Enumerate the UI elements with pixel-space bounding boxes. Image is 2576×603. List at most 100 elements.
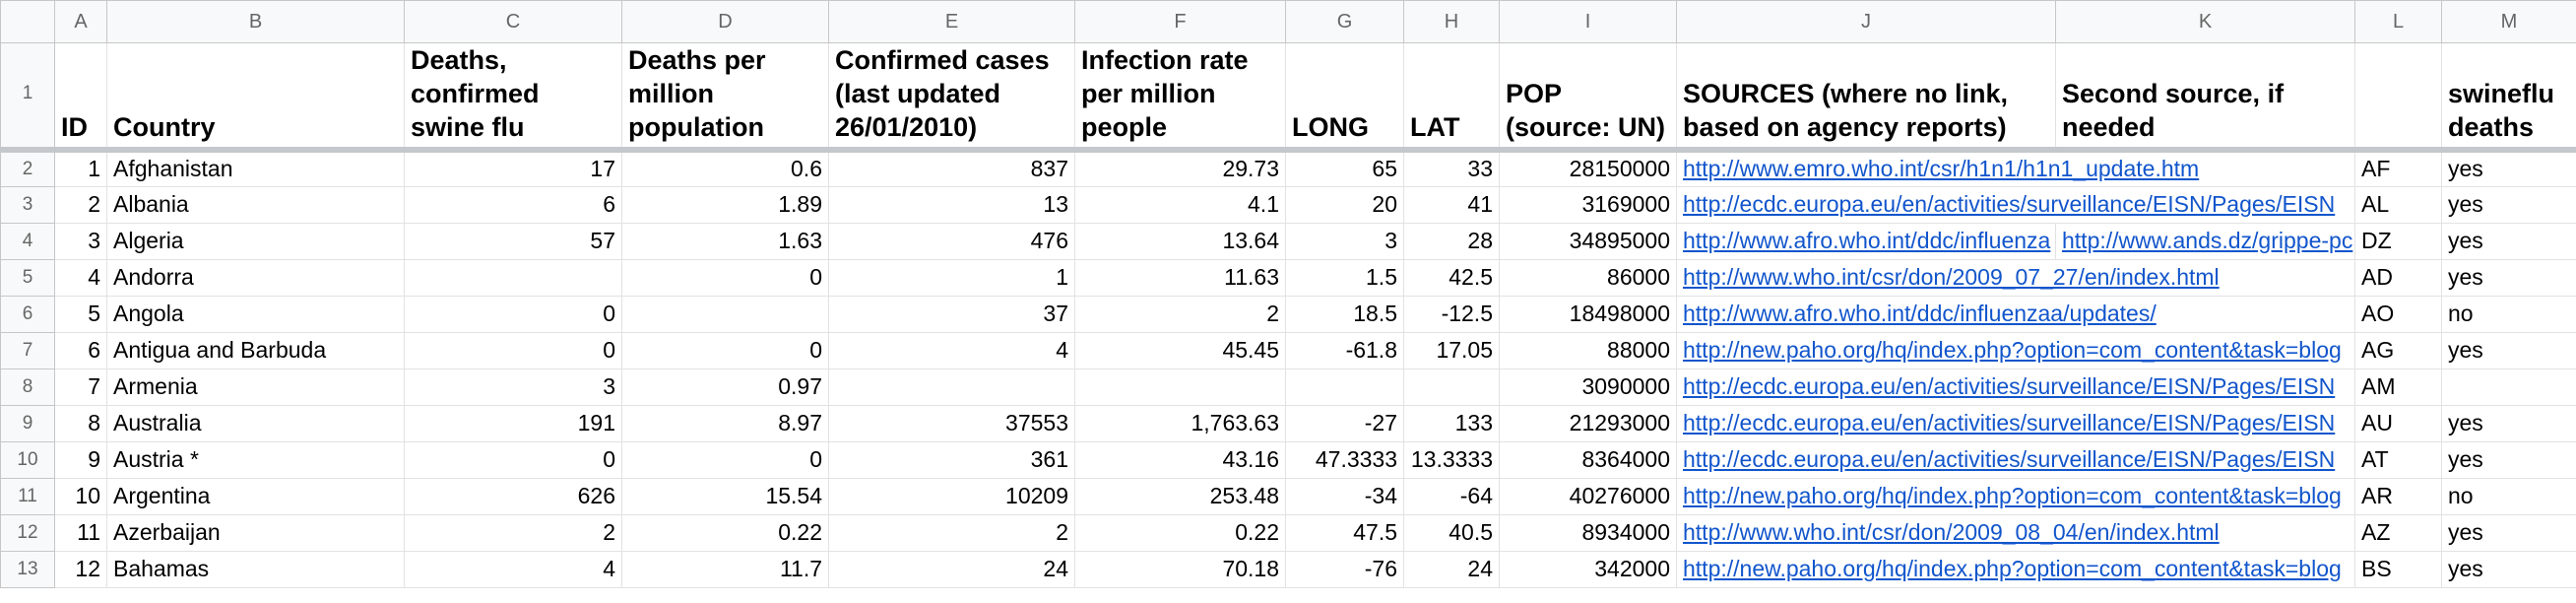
link[interactable]: http://new.paho.org/hq/index.php?option=… [1683,556,2342,581]
cell[interactable]: 47.3333 [1285,440,1404,479]
cell[interactable]: 3 [404,368,622,406]
cell[interactable]: AO [2354,295,2442,333]
cell[interactable]: 13.64 [1074,222,1286,260]
cell[interactable]: 1,763.63 [1074,404,1286,442]
cell[interactable]: AR [2354,477,2442,515]
column-letter[interactable]: L [2354,0,2442,43]
cell[interactable]: 24 [828,550,1075,588]
cell[interactable]: AM [2354,368,2442,406]
cell[interactable]: 4 [404,550,622,588]
header-cell[interactable]: LONG [1285,42,1404,153]
link[interactable]: http://www.emro.who.int/csr/h1n1/h1n1_up… [1683,156,2200,182]
cell[interactable]: -76 [1285,550,1404,588]
cell[interactable]: 0.22 [1074,513,1286,552]
cell[interactable]: 2 [1074,295,1286,333]
cell[interactable]: 8934000 [1499,513,1677,552]
cell[interactable]: Australia [106,404,405,442]
cell[interactable]: -61.8 [1285,331,1404,369]
row-number[interactable]: 3 [0,185,55,224]
cell[interactable]: 0.6 [621,149,829,187]
column-letter[interactable]: M [2441,0,2576,43]
header-cell[interactable]: Deaths per million population [621,42,829,153]
column-letter[interactable]: K [2055,0,2355,43]
header-cell[interactable]: ID [54,42,107,153]
cell[interactable] [828,368,1075,406]
header-cell[interactable]: Second source, if needed [2055,42,2355,153]
cell[interactable]: 6 [54,331,107,369]
header-cell[interactable]: LAT [1403,42,1500,153]
link-cell[interactable]: http://ecdc.europa.eu/en/activities/surv… [1676,440,2355,479]
cell[interactable]: 10 [54,477,107,515]
cell[interactable]: 18498000 [1499,295,1677,333]
link-cell[interactable]: http://www.afro.who.int/ddc/influenza [1676,222,2056,260]
cell[interactable]: 42.5 [1403,258,1500,297]
cell[interactable]: 626 [404,477,622,515]
header-cell[interactable]: Confirmed cases (last updated 26/01/2010… [828,42,1075,153]
cell[interactable]: 15.54 [621,477,829,515]
cell[interactable]: DZ [2354,222,2442,260]
cell[interactable]: 41 [1403,185,1500,224]
column-letter[interactable]: D [621,0,829,43]
cell[interactable]: 11 [54,513,107,552]
cell[interactable]: Armenia [106,368,405,406]
cell[interactable]: AF [2354,149,2442,187]
cell[interactable]: BS [2354,550,2442,588]
cell[interactable]: -27 [1285,404,1404,442]
link-cell[interactable]: http://new.paho.org/hq/index.php?option=… [1676,331,2355,369]
cell[interactable]: 0 [404,440,622,479]
cell[interactable]: 21293000 [1499,404,1677,442]
cell[interactable]: 0 [404,331,622,369]
row-number[interactable]: 5 [0,258,55,297]
cell[interactable]: 1.5 [1285,258,1404,297]
cell[interactable]: AL [2354,185,2442,224]
header-cell[interactable]: Deaths, confirmed swine flu [404,42,622,153]
cell[interactable]: 3 [54,222,107,260]
cell[interactable]: 12 [54,550,107,588]
cell[interactable]: Andorra [106,258,405,297]
link-cell[interactable]: http://ecdc.europa.eu/en/activities/surv… [1676,185,2355,224]
cell[interactable]: Azerbaijan [106,513,405,552]
link-cell[interactable]: http://www.who.int/csr/don/2009_07_27/en… [1676,258,2355,297]
cell[interactable]: yes [2441,550,2576,588]
cell[interactable] [621,295,829,333]
link[interactable]: http://www.who.int/csr/don/2009_08_04/en… [1683,519,2220,545]
column-letter[interactable]: G [1285,0,1404,43]
cell[interactable]: 9 [54,440,107,479]
column-letter[interactable]: E [828,0,1075,43]
header-cell[interactable] [2354,42,2442,153]
row-number[interactable]: 13 [0,550,55,588]
link-cell[interactable]: http://ecdc.europa.eu/en/activities/surv… [1676,368,2355,406]
cell[interactable]: 57 [404,222,622,260]
cell[interactable]: 0 [621,440,829,479]
cell[interactable]: 11.7 [621,550,829,588]
row-number[interactable]: 4 [0,222,55,260]
link[interactable]: http://ecdc.europa.eu/en/activities/surv… [1683,410,2336,436]
cell[interactable]: 45.45 [1074,331,1286,369]
cell[interactable]: 253.48 [1074,477,1286,515]
cell[interactable]: Angola [106,295,405,333]
cell[interactable]: 2 [404,513,622,552]
cell[interactable]: 0 [621,331,829,369]
cell[interactable]: 8 [54,404,107,442]
header-cell[interactable]: Infection rate per million people [1074,42,1286,153]
cell[interactable]: 43.16 [1074,440,1286,479]
cell[interactable]: yes [2441,258,2576,297]
cell[interactable]: 133 [1403,404,1500,442]
header-cell[interactable]: POP (source: UN) [1499,42,1677,153]
cell[interactable]: Antigua and Barbuda [106,331,405,369]
link[interactable]: http://ecdc.europa.eu/en/activities/surv… [1683,446,2336,472]
cell[interactable]: yes [2441,440,2576,479]
cell[interactable]: -12.5 [1403,295,1500,333]
cell[interactable]: 0 [621,258,829,297]
cell[interactable] [1074,368,1286,406]
cell[interactable]: 10209 [828,477,1075,515]
cell[interactable]: Austria * [106,440,405,479]
cell[interactable] [2441,368,2576,406]
cell[interactable]: 837 [828,149,1075,187]
row-number[interactable]: 6 [0,295,55,333]
cell[interactable]: 28150000 [1499,149,1677,187]
link[interactable]: http://ecdc.europa.eu/en/activities/surv… [1683,373,2336,399]
cell[interactable]: 34895000 [1499,222,1677,260]
cell[interactable]: Bahamas [106,550,405,588]
cell[interactable]: 0.22 [621,513,829,552]
